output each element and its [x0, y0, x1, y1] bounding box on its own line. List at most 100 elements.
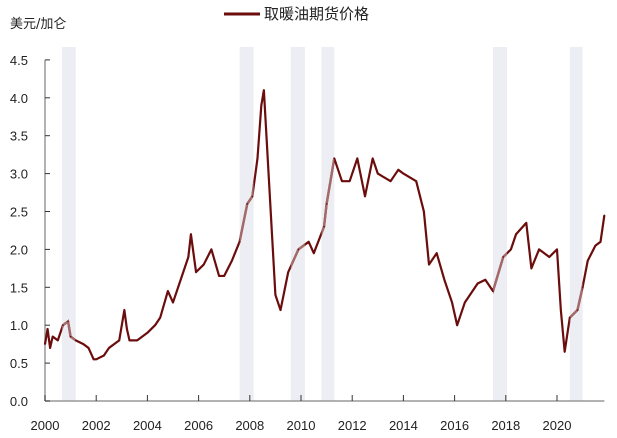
data-point: [103, 354, 105, 357]
data-point: [263, 89, 265, 92]
data-point: [260, 104, 263, 107]
data-point: [469, 294, 471, 296]
data-point: [556, 248, 558, 251]
data-point: [218, 275, 220, 277]
data-point: [464, 301, 466, 304]
data-point: [82, 343, 85, 345]
x-tick-label: 2004: [133, 418, 162, 433]
data-point: [57, 339, 59, 342]
data-point: [371, 157, 374, 160]
shaded-band: [569, 47, 583, 401]
data-point: [377, 172, 379, 175]
data-point: [87, 347, 90, 349]
y-tick-label: 4.5: [10, 53, 28, 68]
data-point: [146, 331, 149, 334]
data-point: [128, 339, 131, 342]
data-point: [62, 324, 64, 327]
data-point: [202, 263, 205, 266]
y-tick-label: 0.0: [10, 394, 28, 409]
shaded-band: [290, 47, 305, 401]
data-point: [581, 286, 584, 289]
data-point: [108, 347, 110, 349]
data-point: [167, 290, 169, 292]
y-tick-label: 0.5: [10, 356, 28, 371]
data-point: [307, 241, 310, 243]
y-axis-label: 美元/加仑: [10, 17, 66, 32]
data-point: [92, 358, 95, 361]
data-point: [576, 309, 579, 311]
data-point: [251, 195, 254, 198]
y-tick-label: 3.5: [10, 129, 28, 144]
data-point: [333, 157, 336, 160]
data-point: [159, 316, 161, 319]
data-point: [586, 259, 589, 262]
y-tick-label: 1.5: [10, 280, 28, 295]
data-point: [118, 339, 121, 342]
data-point: [548, 256, 551, 258]
y-tick-label: 1.0: [10, 318, 28, 333]
data-point: [67, 320, 69, 323]
data-point: [356, 157, 359, 160]
data-point: [272, 248, 274, 251]
data-point: [126, 328, 128, 330]
data-point: [443, 278, 446, 281]
x-tick-label: 2012: [338, 418, 367, 433]
data-point: [313, 252, 315, 254]
data-point: [179, 278, 182, 281]
shaded-band: [239, 47, 254, 401]
data-point: [287, 271, 290, 273]
y-tick-label: 2.5: [10, 205, 28, 220]
data-point: [51, 335, 54, 338]
shaded-band: [321, 47, 335, 401]
data-point: [348, 180, 351, 182]
data-point: [113, 343, 115, 345]
data-point: [476, 282, 479, 285]
data-point: [530, 267, 533, 270]
shaded-band: [493, 47, 508, 401]
y-tick-label: 4.0: [10, 91, 28, 106]
x-tick-label: 2018: [491, 418, 520, 433]
data-point: [325, 203, 328, 205]
data-point: [136, 339, 138, 342]
data-point: [172, 301, 174, 304]
data-point: [266, 157, 269, 160]
data-point: [569, 316, 571, 319]
x-tick-label: 2006: [184, 418, 213, 433]
data-point: [515, 233, 517, 236]
data-point: [492, 290, 494, 292]
data-point: [563, 350, 566, 353]
data-point: [123, 309, 126, 311]
data-point: [423, 210, 425, 213]
data-point: [510, 248, 512, 251]
data-points: [44, 89, 606, 361]
x-tick-label: 2000: [31, 418, 60, 433]
data-point: [223, 275, 225, 277]
data-point: [502, 256, 505, 258]
data-point: [428, 263, 430, 266]
y-tick-label: 3.0: [10, 167, 28, 182]
data-point: [210, 248, 213, 251]
data-point: [402, 172, 405, 175]
data-point: [195, 271, 197, 273]
x-tick-label: 2020: [543, 418, 572, 433]
data-point: [484, 278, 487, 281]
data-point: [323, 225, 325, 228]
y-tick-labels: 0.0 0.5 1.0 1.5 2.0 2.5 3.0 3.5 4.0 4.5: [10, 53, 28, 409]
data-point: [274, 294, 277, 296]
data-point: [279, 309, 282, 311]
data-point: [397, 169, 400, 171]
data-point: [603, 214, 606, 217]
data-point: [49, 347, 51, 349]
legend-label: 取暖油期货价格: [264, 5, 369, 23]
series-line: [43, 89, 606, 361]
data-point: [451, 301, 453, 304]
data-point: [190, 233, 192, 236]
data-point: [44, 343, 46, 345]
data-point: [95, 358, 97, 361]
x-tick-label: 2008: [235, 418, 264, 433]
data-point: [256, 157, 259, 160]
x-tick-labels: 2000 2002 2004 2006 2008 2010 2012 2014 2016 2018…: [31, 418, 572, 433]
data-point: [297, 248, 300, 251]
y-tick-label: 2.0: [10, 242, 28, 257]
